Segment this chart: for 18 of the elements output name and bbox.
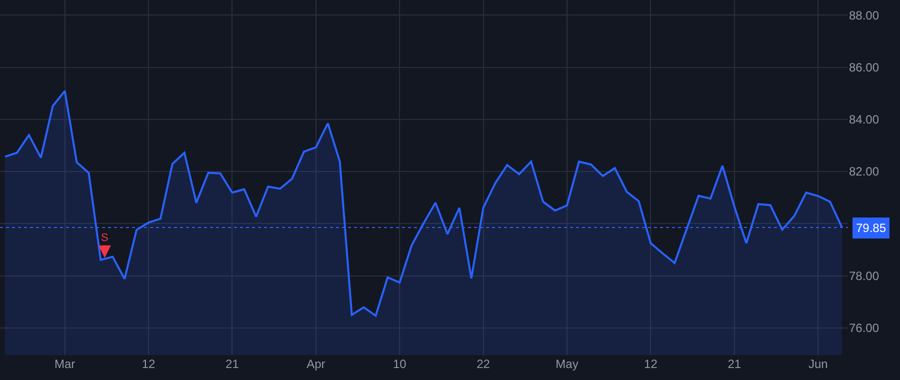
x-tick-label: 22 — [476, 357, 490, 371]
x-tick-label: Jun — [808, 357, 828, 371]
x-tick-label: Apr — [306, 357, 326, 371]
y-tick-label: 82.00 — [849, 164, 880, 179]
annotation: S — [101, 232, 108, 244]
x-tick-label: 12 — [644, 357, 658, 371]
y-tick-label: 88.00 — [849, 8, 880, 22]
y-tick-label: 78.00 — [849, 268, 880, 283]
x-tick-label: 10 — [392, 357, 407, 371]
ref-line-label: 79.85 — [856, 221, 886, 235]
y-tick-label: 76.00 — [849, 321, 880, 336]
y-tick-label: 84.00 — [849, 112, 880, 127]
x-tick-label: May — [556, 357, 578, 371]
x-tick-label: Mar — [54, 357, 76, 371]
x-tick-label: 21 — [226, 357, 240, 371]
x-tick-label: 21 — [728, 357, 742, 371]
x-tick-label: 12 — [142, 357, 156, 371]
y-tick-label: 86.00 — [849, 60, 880, 74]
